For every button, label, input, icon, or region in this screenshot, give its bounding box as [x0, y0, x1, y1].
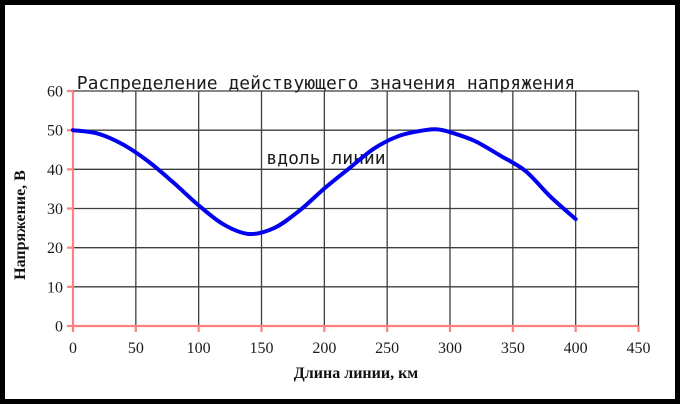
chart-title: Распределение действующего значения напр…: [5, 21, 661, 221]
voltage-curve: [71, 127, 578, 237]
y-tick-label: 0: [55, 319, 63, 336]
y-tick-label: 50: [47, 123, 63, 140]
x-tick-label: 0: [69, 340, 77, 357]
plot-area: 0 10 20 30 40 50 60 0 50 100 150 200 250 300 350 400 450: [47, 84, 651, 358]
chart-title-line-1: Распределение действующего значения напр…: [76, 73, 576, 94]
y-tick-label: 60: [47, 84, 63, 101]
x-tick-label: 200: [312, 340, 336, 357]
x-tick-label: 300: [438, 340, 462, 357]
y-tick-label: 10: [47, 279, 63, 296]
x-tick-label: 250: [375, 340, 399, 357]
x-tick-label: 400: [564, 340, 588, 357]
y-tick-label: 30: [47, 201, 63, 218]
x-tick-label: 150: [250, 340, 274, 357]
x-tick-label: 350: [501, 340, 525, 357]
y-tick-label: 20: [47, 240, 63, 257]
y-axis-title: Напряжение, В: [12, 170, 29, 280]
y-tick-label: 40: [47, 162, 63, 179]
x-tick-label: 100: [187, 340, 211, 357]
x-axis-title: Длина линии, км: [293, 365, 419, 382]
x-tick-label: 50: [128, 340, 144, 357]
x-tick-label: 450: [627, 340, 651, 357]
